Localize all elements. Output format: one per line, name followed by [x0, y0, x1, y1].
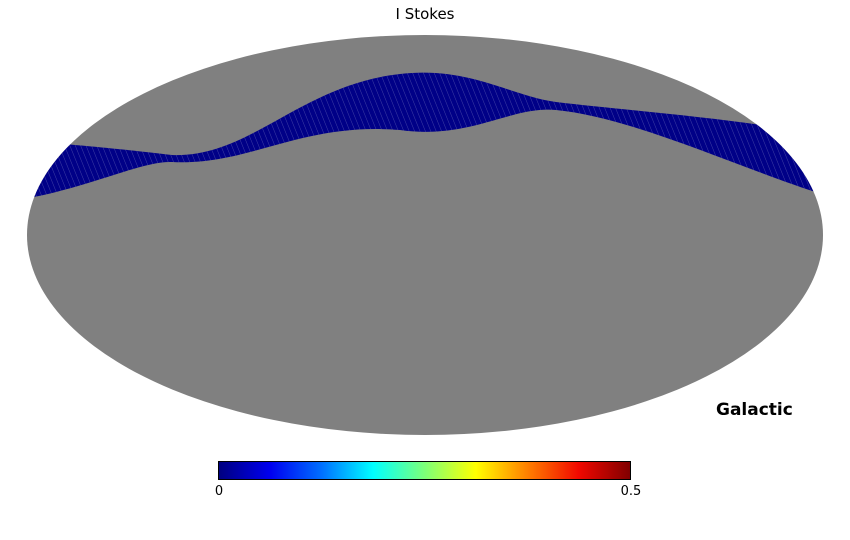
- colorbar-max-label: 0.5: [620, 484, 642, 499]
- colorbar: [218, 461, 631, 480]
- coordinate-system-label: Galactic: [716, 400, 793, 420]
- plot-title: I Stokes: [395, 5, 455, 23]
- colorbar-min-label: 0: [214, 484, 224, 499]
- sky-ellipse: [27, 35, 823, 435]
- scan-band-striations: [27, 72, 823, 200]
- sky-map: [27, 35, 823, 435]
